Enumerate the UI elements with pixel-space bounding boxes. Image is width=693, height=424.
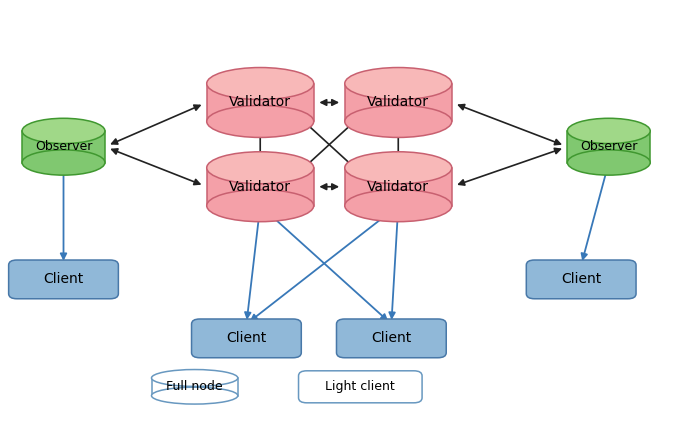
FancyBboxPatch shape	[207, 84, 314, 121]
Ellipse shape	[345, 106, 452, 137]
Text: Validator: Validator	[229, 95, 291, 109]
Ellipse shape	[345, 190, 452, 222]
Ellipse shape	[207, 152, 314, 184]
Ellipse shape	[568, 150, 650, 175]
Ellipse shape	[568, 118, 650, 144]
FancyBboxPatch shape	[526, 260, 636, 299]
Ellipse shape	[22, 118, 105, 144]
Ellipse shape	[345, 67, 452, 100]
Ellipse shape	[22, 150, 105, 175]
Ellipse shape	[207, 190, 314, 222]
Text: Full node: Full node	[166, 380, 223, 393]
FancyBboxPatch shape	[299, 371, 422, 403]
FancyBboxPatch shape	[191, 319, 301, 358]
FancyBboxPatch shape	[22, 131, 105, 162]
Text: Validator: Validator	[367, 180, 429, 194]
FancyBboxPatch shape	[152, 378, 238, 396]
Text: Validator: Validator	[229, 180, 291, 194]
Text: Client: Client	[371, 332, 412, 346]
Text: Observer: Observer	[580, 140, 638, 153]
Ellipse shape	[345, 152, 452, 184]
FancyBboxPatch shape	[207, 168, 314, 206]
Text: Client: Client	[44, 272, 84, 286]
Ellipse shape	[152, 387, 238, 404]
FancyBboxPatch shape	[345, 168, 452, 206]
FancyBboxPatch shape	[8, 260, 119, 299]
FancyBboxPatch shape	[568, 131, 650, 162]
FancyBboxPatch shape	[345, 84, 452, 121]
Ellipse shape	[152, 370, 238, 386]
Text: Observer: Observer	[35, 140, 92, 153]
Text: Validator: Validator	[367, 95, 429, 109]
FancyBboxPatch shape	[337, 319, 446, 358]
Ellipse shape	[207, 67, 314, 100]
Ellipse shape	[207, 106, 314, 137]
Text: Light client: Light client	[326, 380, 395, 393]
Text: Client: Client	[227, 332, 267, 346]
Text: Client: Client	[561, 272, 602, 286]
